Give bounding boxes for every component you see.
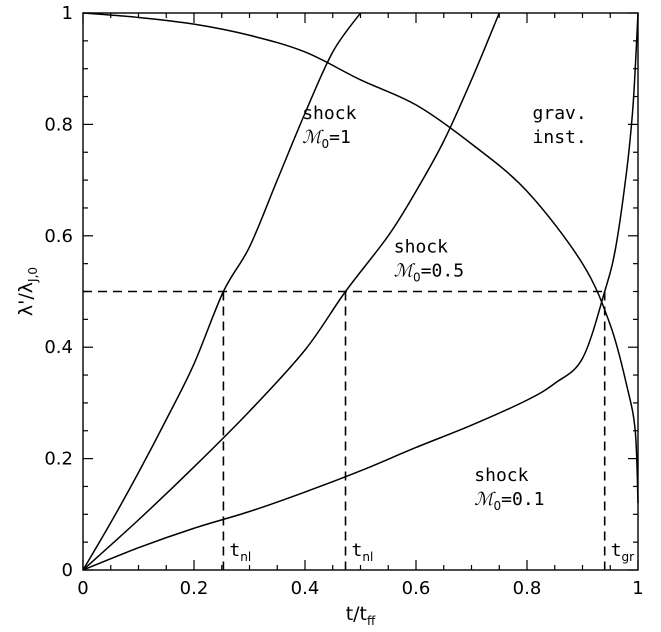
- y-tick-label: 0.6: [44, 226, 73, 247]
- annotation-line2: ℳ0=0.5: [394, 261, 464, 285]
- series-line-grav-inst: [82, 12, 639, 504]
- reference-lines-group: tnl tnl tgr: [83, 290, 634, 570]
- series-line-shock-m05: [82, 12, 500, 571]
- annotation-line1: shock: [302, 103, 356, 124]
- x-tick-label: 1: [632, 578, 643, 599]
- y-tick-label: 0.2: [44, 449, 73, 470]
- annotation-line1: shock: [474, 465, 528, 486]
- y-tick-label: 0: [62, 560, 73, 581]
- y-tick-label: 0.8: [44, 114, 73, 135]
- x-tick-label: 0.6: [402, 578, 431, 599]
- y-tick-label: 1: [62, 3, 73, 24]
- y-axis-label: λ'/λJ,0: [15, 267, 40, 316]
- marker-label: tnl: [229, 540, 251, 564]
- x-tick-label: 0.8: [513, 578, 542, 599]
- annotation-line2: ℳ0=1: [302, 127, 351, 151]
- ticks-group: 0 0.2 0.4 0.6 0.8 1 0 0.2 0.4 0.6 0.8 1: [44, 3, 643, 599]
- x-tick-label: 0: [77, 578, 88, 599]
- x-axis-label: t/tff: [346, 603, 376, 628]
- annotations-group: shock ℳ0=1 shock ℳ0=0.5 shock ℳ0=0.1 grav. inst…: [302, 103, 587, 513]
- x-tick-label: 0.4: [291, 578, 320, 599]
- annotation-line2: inst.: [533, 127, 587, 148]
- annotation-line1: shock: [394, 237, 448, 258]
- x-tick-label: 0.2: [180, 578, 209, 599]
- annotation-line2: ℳ0=0.1: [474, 489, 544, 513]
- annotation-line1: grav.: [533, 103, 587, 124]
- y-tick-label: 0.4: [44, 337, 73, 358]
- axis-labels-group: t/tff λ'/λJ,0: [15, 267, 376, 628]
- marker-label: tnl: [352, 540, 374, 564]
- series-line-shock-m01: [82, 12, 639, 571]
- marker-label: tgr: [611, 540, 634, 564]
